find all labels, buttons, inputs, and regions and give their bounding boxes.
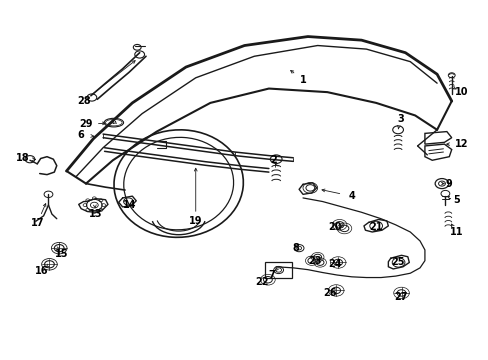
Text: 12: 12 [454, 139, 468, 149]
Text: 10: 10 [454, 87, 468, 97]
Text: 15: 15 [55, 248, 68, 258]
Text: 7: 7 [267, 270, 274, 280]
Text: 29: 29 [79, 120, 93, 129]
Text: 26: 26 [323, 288, 336, 298]
Text: 21: 21 [368, 222, 382, 231]
Text: 1: 1 [299, 75, 306, 85]
Text: 22: 22 [254, 277, 268, 287]
Text: 8: 8 [292, 243, 299, 253]
Text: 17: 17 [30, 218, 44, 228]
Text: 19: 19 [188, 216, 202, 226]
Text: 27: 27 [393, 292, 407, 302]
Text: 28: 28 [77, 96, 90, 106]
Text: 11: 11 [449, 227, 463, 237]
Text: 2: 2 [270, 155, 277, 165]
Text: 25: 25 [390, 257, 404, 267]
Text: 13: 13 [89, 209, 102, 219]
Text: 14: 14 [123, 200, 136, 210]
Text: 9: 9 [445, 179, 452, 189]
Text: 23: 23 [308, 256, 321, 266]
Text: 4: 4 [347, 191, 354, 201]
Text: KIA: KIA [110, 121, 117, 125]
Text: 20: 20 [327, 222, 341, 231]
Text: 18: 18 [16, 153, 29, 163]
Text: 16: 16 [35, 266, 49, 276]
Text: 24: 24 [327, 259, 341, 269]
Text: 3: 3 [396, 114, 403, 124]
Text: 6: 6 [78, 130, 84, 140]
Text: 5: 5 [452, 195, 459, 205]
